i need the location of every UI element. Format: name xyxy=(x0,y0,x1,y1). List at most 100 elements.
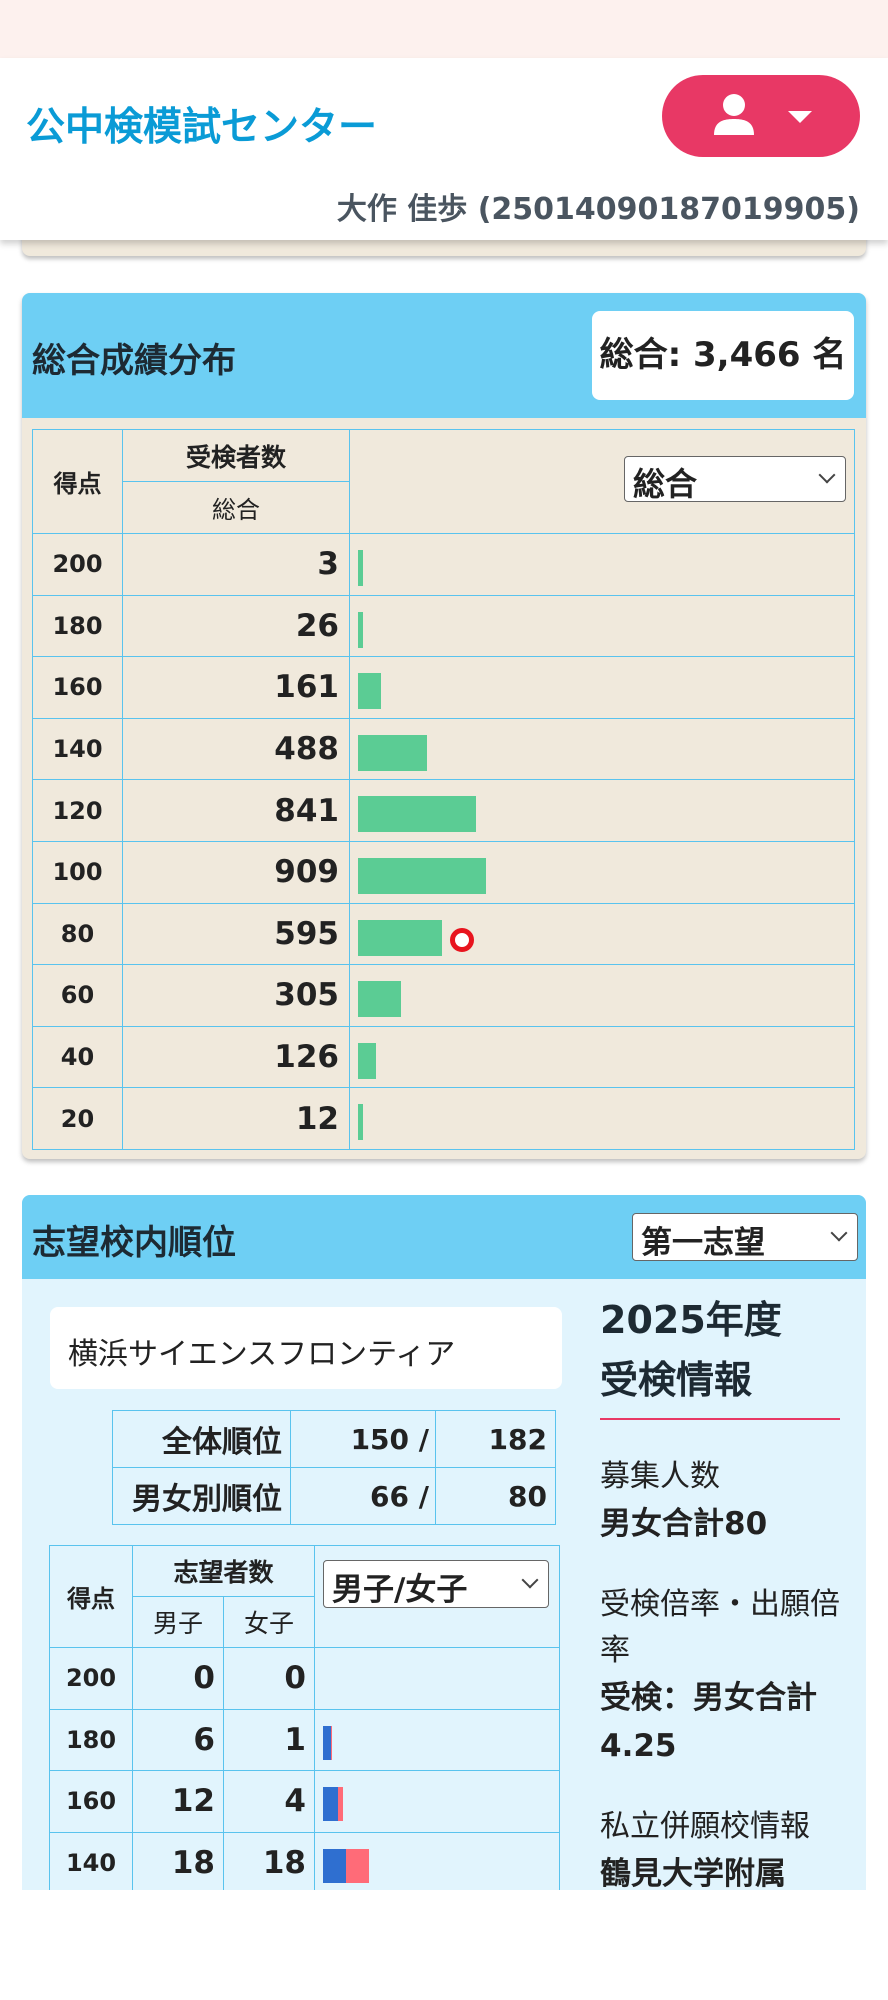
bar-cell xyxy=(314,1831,560,1894)
male-count-cell: 0 xyxy=(132,1647,224,1710)
overall-total: 182 xyxy=(435,1410,556,1468)
table-row: 200 0 0 xyxy=(49,1647,560,1710)
chevron-down-icon xyxy=(818,466,836,484)
school-name-box: 横浜サイエンスフロンティア xyxy=(50,1307,562,1389)
school-name: 横浜サイエンスフロンティア xyxy=(68,1337,456,1372)
table-row: 160 161 xyxy=(32,656,855,719)
user-icon xyxy=(714,94,754,135)
count-bar xyxy=(358,1104,363,1141)
count-bar xyxy=(358,611,363,648)
choice-select[interactable]: 第一志望 xyxy=(632,1213,858,1261)
count-bar xyxy=(358,796,476,833)
table-row: 160 12 4 xyxy=(49,1770,560,1833)
bar-cell xyxy=(314,1770,560,1833)
score-cell: 200 xyxy=(32,533,123,596)
female-bar xyxy=(338,1787,343,1821)
count-bar xyxy=(358,550,363,586)
recruit-value: 男女合計80 xyxy=(600,1506,768,1542)
school-ranking-card: 志望校内順位 第一志望 横浜サイエンスフロンティア 全体順位 150 / 182… xyxy=(22,1195,866,1895)
score-cell: 140 xyxy=(49,1831,133,1894)
select-cell: 男子/女子 xyxy=(314,1545,560,1648)
chevron-down-icon xyxy=(521,1571,539,1589)
top-strip xyxy=(0,0,888,58)
bar-cell xyxy=(349,1025,855,1089)
bar-cell xyxy=(314,1708,560,1771)
bar-cell xyxy=(349,902,855,966)
exam-info: 2025年度 受検情報 募集人数 男女合計80 受検倍率・出願倍率 受検：男女合… xyxy=(600,1290,860,1895)
brand-logo[interactable]: 公中検模試センター xyxy=(26,96,377,152)
ratio-label: 受検倍率・出願倍率 xyxy=(600,1587,840,1668)
gender-total: 80 xyxy=(435,1467,556,1525)
choice-select-value: 第一志望 xyxy=(641,1225,765,1261)
count-cell: 3 xyxy=(122,533,350,596)
gender-select[interactable]: 男子/女子 xyxy=(323,1560,549,1608)
user-name-id: 大作 佳歩 (25014090187019905) xyxy=(336,192,860,227)
count-bar xyxy=(358,734,427,771)
count-cell: 12 xyxy=(122,1087,350,1150)
total-count: 総合: 3,466 名 xyxy=(599,335,847,375)
score-cell: 180 xyxy=(32,594,123,658)
distribution-table: 得点 受検者数 総合 総合 200 3 180 26 160 161 140 488 120 84… xyxy=(32,429,855,1150)
distribution-select[interactable]: 総合 xyxy=(624,456,846,503)
table-row: 140 18 18 xyxy=(49,1831,560,1894)
count-cell: 26 xyxy=(122,594,350,658)
score-distribution-card: 総合成績分布 総合: 3,466 名 得点 受検者数 総合 総合 200 3 180… xyxy=(22,293,866,1159)
user-menu-button[interactable] xyxy=(662,75,860,157)
score-cell: 60 xyxy=(32,964,123,1027)
male-bar xyxy=(323,1725,331,1760)
gender-rank: 66 / xyxy=(290,1467,436,1525)
col-score-header: 得点 xyxy=(32,429,123,534)
overall-rank: 150 / xyxy=(290,1410,436,1468)
table-row: 180 6 1 xyxy=(49,1708,560,1771)
score-cell: 80 xyxy=(32,902,123,966)
count-cell: 126 xyxy=(122,1025,350,1089)
count-cell: 841 xyxy=(122,779,350,842)
table-row: 60 305 xyxy=(32,964,855,1027)
male-bar xyxy=(323,1787,338,1821)
exam-info-title: 2025年度 受検情報 xyxy=(600,1290,840,1420)
table-row: 80 595 xyxy=(32,902,855,966)
col-score-header: 得点 xyxy=(49,1545,133,1648)
col-male-header: 男子 xyxy=(132,1596,224,1648)
score-cell: 100 xyxy=(32,840,123,904)
chevron-down-icon xyxy=(830,1224,848,1242)
count-cell: 488 xyxy=(122,717,350,781)
bar-cell xyxy=(349,656,855,719)
overall-rank-label: 全体順位 xyxy=(112,1410,291,1468)
recruit-label: 募集人数 xyxy=(600,1459,720,1494)
female-count-cell: 18 xyxy=(223,1831,315,1894)
table-row: 140 488 xyxy=(32,717,855,781)
bar-cell xyxy=(349,840,855,904)
bar-cell xyxy=(349,779,855,842)
score-cell: 120 xyxy=(32,779,123,842)
female-count-cell: 0 xyxy=(223,1647,315,1710)
col-female-header: 女子 xyxy=(223,1596,315,1648)
count-bar xyxy=(358,1042,376,1079)
bar-cell xyxy=(349,717,855,781)
bar-cell xyxy=(349,1087,855,1150)
score-cell: 180 xyxy=(49,1708,133,1771)
table-row: 120 841 xyxy=(32,779,855,842)
score-cell: 200 xyxy=(49,1647,133,1710)
male-count-cell: 18 xyxy=(132,1831,224,1894)
private-school-value: 鶴見大学附属 xyxy=(600,1856,786,1892)
bar-cell xyxy=(314,1647,560,1710)
male-count-cell: 12 xyxy=(132,1770,224,1833)
col-applicants-header: 志望者数 xyxy=(132,1545,315,1597)
male-bar xyxy=(323,1848,346,1883)
my-score-marker xyxy=(450,927,474,952)
count-cell: 305 xyxy=(122,964,350,1027)
total-count-badge: 総合: 3,466 名 xyxy=(592,311,854,400)
gender-select-value: 男子/女子 xyxy=(332,1572,468,1608)
male-count-cell: 6 xyxy=(132,1708,224,1771)
score-cell: 20 xyxy=(32,1087,123,1150)
exam-info-heading: 受検情報 xyxy=(600,1358,753,1402)
brand-text: 公中検模試センター xyxy=(26,105,378,150)
distribution-select-value: 総合 xyxy=(633,465,698,503)
table-row: 100 909 xyxy=(32,840,855,904)
table-row: 180 26 xyxy=(32,594,855,658)
count-cell: 161 xyxy=(122,656,350,719)
female-bar xyxy=(331,1725,332,1760)
female-bar xyxy=(346,1848,369,1883)
count-cell: 909 xyxy=(122,840,350,904)
